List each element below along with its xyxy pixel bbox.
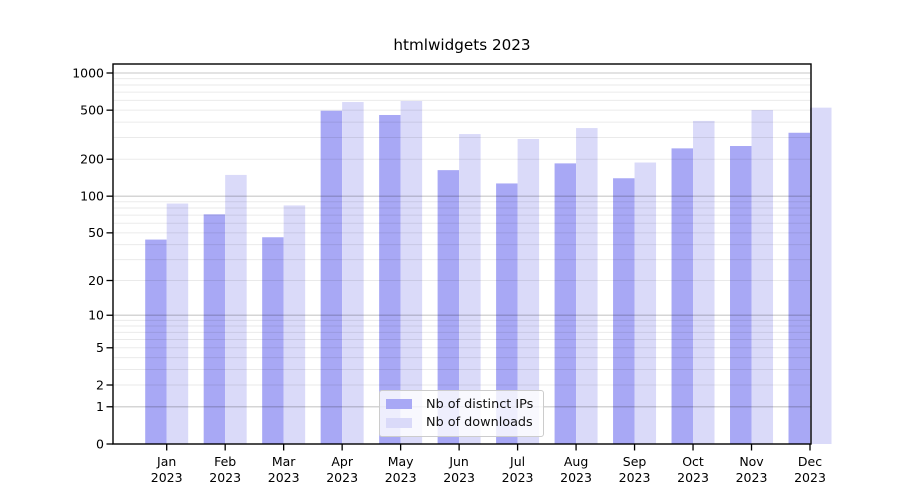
x-tick-label-dec-2023: Dec 2023: [794, 454, 826, 485]
bar-nb-of-downloads-oct-2023: [693, 120, 715, 445]
legend-label-distinct-ips: Nb of distinct IPs: [426, 396, 534, 412]
y-tick-label-500: 500: [80, 102, 104, 117]
bar-nb-of-distinct-ips-dec-2023: [788, 132, 810, 444]
bar-nb-of-distinct-ips-may-2023: [379, 114, 401, 444]
y-tick-label-1000: 1000: [72, 65, 104, 80]
bar-nb-of-distinct-ips-jul-2023: [496, 183, 518, 445]
bar-nb-of-distinct-ips-aug-2023: [554, 163, 577, 444]
x-tick-label-jul-2023: Jul 2023: [502, 454, 534, 485]
x-tick-label-jan-2023: Jan 2023: [151, 454, 183, 485]
legend: Nb of distinct IPs Nb of downloads: [379, 390, 544, 437]
x-tick-label-aug-2023: Aug 2023: [560, 454, 592, 485]
bar-nb-of-downloads-dec-2023: [810, 107, 832, 444]
y-tick-label-200: 200: [80, 152, 104, 167]
bar-nb-of-distinct-ips-apr-2023: [320, 110, 343, 444]
bar-nb-of-distinct-ips-oct-2023: [671, 148, 694, 444]
bar-nb-of-distinct-ips-mar-2023: [262, 237, 284, 444]
y-tick-label-1: 1: [96, 399, 104, 414]
legend-swatch-downloads: [386, 418, 412, 428]
axis-border: [112, 63, 812, 445]
bar-nb-of-downloads-aug-2023: [576, 128, 598, 444]
x-tick-label-sep-2023: Sep 2023: [619, 454, 651, 485]
y-tick-label-50: 50: [88, 225, 104, 240]
legend-row-distinct-ips: Nb of distinct IPs: [386, 397, 537, 412]
bar-nb-of-downloads-may-2023: [400, 101, 423, 444]
x-tick-label-jun-2023: Jun 2023: [443, 454, 475, 485]
bar-nb-of-downloads-jul-2023: [517, 138, 540, 444]
bar-nb-of-downloads-mar-2023: [283, 205, 306, 444]
x-tick-label-mar-2023: Mar 2023: [268, 454, 300, 485]
chart-title: htmlwidgets 2023: [393, 36, 531, 54]
bar-nb-of-downloads-sep-2023: [634, 162, 657, 444]
legend-label-downloads: Nb of downloads: [426, 415, 533, 431]
x-tick-label-nov-2023: Nov 2023: [736, 454, 768, 485]
bar-nb-of-downloads-nov-2023: [751, 110, 774, 445]
y-tick-label-2: 2: [96, 377, 104, 392]
y-tick-label-5: 5: [96, 340, 104, 355]
bar-nb-of-downloads-jan-2023: [166, 203, 189, 444]
y-tick-label-20: 20: [88, 273, 104, 288]
x-tick-label-apr-2023: Apr 2023: [326, 454, 358, 485]
y-tick-label-0: 0: [96, 436, 104, 451]
bar-nb-of-downloads-feb-2023: [225, 174, 247, 444]
bar-nb-of-distinct-ips-jun-2023: [437, 170, 460, 444]
y-tick-label-100: 100: [80, 188, 104, 203]
x-tick-label-feb-2023: Feb 2023: [209, 454, 241, 485]
bar-nb-of-downloads-jun-2023: [459, 134, 481, 444]
x-tick-label-oct-2023: Oct 2023: [677, 454, 709, 485]
y-tick-label-10: 10: [88, 308, 104, 323]
bar-nb-of-distinct-ips-jan-2023: [145, 239, 167, 444]
x-tick-label-may-2023: May 2023: [385, 454, 417, 485]
bar-nb-of-distinct-ips-sep-2023: [613, 178, 635, 444]
legend-row-downloads: Nb of downloads: [386, 415, 537, 430]
legend-swatch-distinct-ips: [386, 399, 412, 409]
bar-nb-of-distinct-ips-feb-2023: [203, 214, 226, 444]
bar-nb-of-distinct-ips-nov-2023: [730, 146, 752, 445]
bar-nb-of-downloads-apr-2023: [342, 102, 364, 444]
